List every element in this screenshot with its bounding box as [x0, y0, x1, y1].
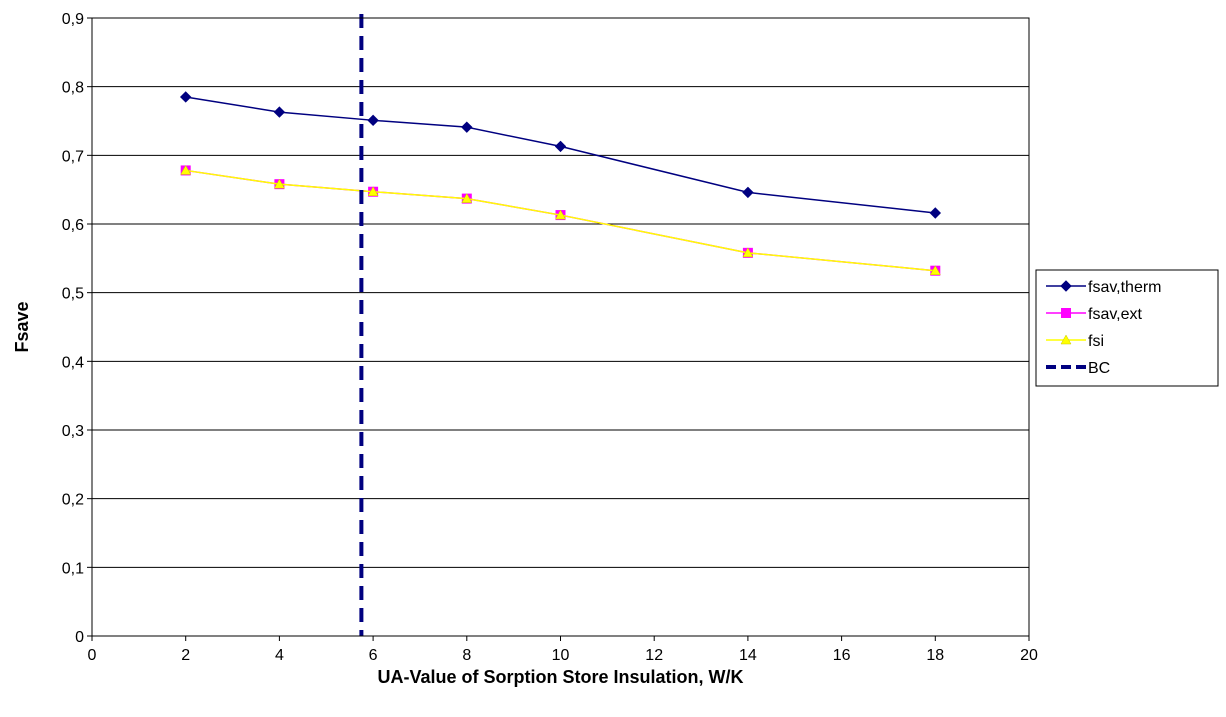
data-point: [554, 140, 567, 153]
data-point: [180, 164, 192, 175]
y-tick-label: 0,6: [62, 217, 84, 234]
y-tick-label: 0,3: [62, 423, 84, 440]
data-point: [742, 247, 754, 258]
data-point: [929, 207, 942, 219]
plot-area-frame: [91, 17, 1030, 637]
x-tick-label: 20: [1020, 647, 1038, 664]
series-line: [185, 169, 936, 272]
legend-item: fsav,therm: [1046, 279, 1162, 296]
data-point: [555, 209, 566, 220]
series-1: [180, 165, 941, 276]
x-tick-label: 12: [645, 647, 663, 664]
data-point: [367, 114, 379, 127]
x-tick-label: 2: [181, 647, 190, 664]
legend-item: BC: [1046, 360, 1110, 377]
x-tick-label: 0: [88, 647, 97, 664]
x-tick-label: 16: [833, 647, 851, 664]
y-tick-label: 0: [75, 629, 84, 646]
y-axis-title: Fsave: [12, 301, 32, 352]
y-tick-label: 0,2: [62, 492, 84, 509]
legend-label: fsi: [1088, 333, 1104, 350]
data-series: [179, 91, 942, 276]
data-point: [367, 186, 379, 196]
legend-item: fsav,ext: [1046, 306, 1143, 323]
y-tick-label: 0,7: [62, 148, 84, 165]
x-tick-label: 14: [739, 647, 757, 664]
legend-marker: [1060, 280, 1072, 292]
x-axis-title: UA-Value of Sorption Store Insulation, W…: [377, 667, 743, 687]
x-axis-ticks: 0 2 4 6 8 10 12 14 16 18 20: [88, 636, 1038, 664]
data-point: [461, 193, 473, 203]
legend: fsav,therm fsav,ext fsi BC: [1035, 269, 1219, 387]
legend-marker: [1060, 334, 1072, 345]
y-tick-label: 0,4: [62, 354, 84, 371]
y-axis-ticks: 0 0,1 0,2 0,3 0,4 0,5 0,6 0,7 0,8 0,9: [62, 11, 92, 646]
legend-label: fsav,ext: [1088, 306, 1143, 323]
y-tick-label: 0,8: [62, 80, 84, 97]
x-tick-label: 18: [926, 647, 944, 664]
legend-marker: [1061, 308, 1071, 318]
gridlines: [92, 17, 1029, 637]
legend-item: fsi: [1046, 333, 1104, 350]
x-tick-label: 10: [552, 647, 570, 664]
data-point: [179, 91, 192, 103]
data-point: [742, 186, 754, 199]
series-2: [180, 164, 941, 275]
y-tick-label: 0,1: [62, 560, 84, 577]
x-tick-label: 6: [369, 647, 378, 664]
data-point: [929, 265, 941, 275]
data-point: [273, 106, 286, 118]
legend-label: BC: [1088, 360, 1110, 377]
data-point: [273, 178, 285, 189]
x-tick-label: 4: [275, 647, 284, 664]
y-tick-label: 0,9: [62, 11, 84, 28]
x-tick-label: 8: [462, 647, 471, 664]
series-0: [179, 91, 942, 219]
legend-label: fsav,therm: [1088, 279, 1162, 296]
y-tick-label: 0,5: [62, 286, 84, 303]
data-point: [461, 121, 473, 133]
